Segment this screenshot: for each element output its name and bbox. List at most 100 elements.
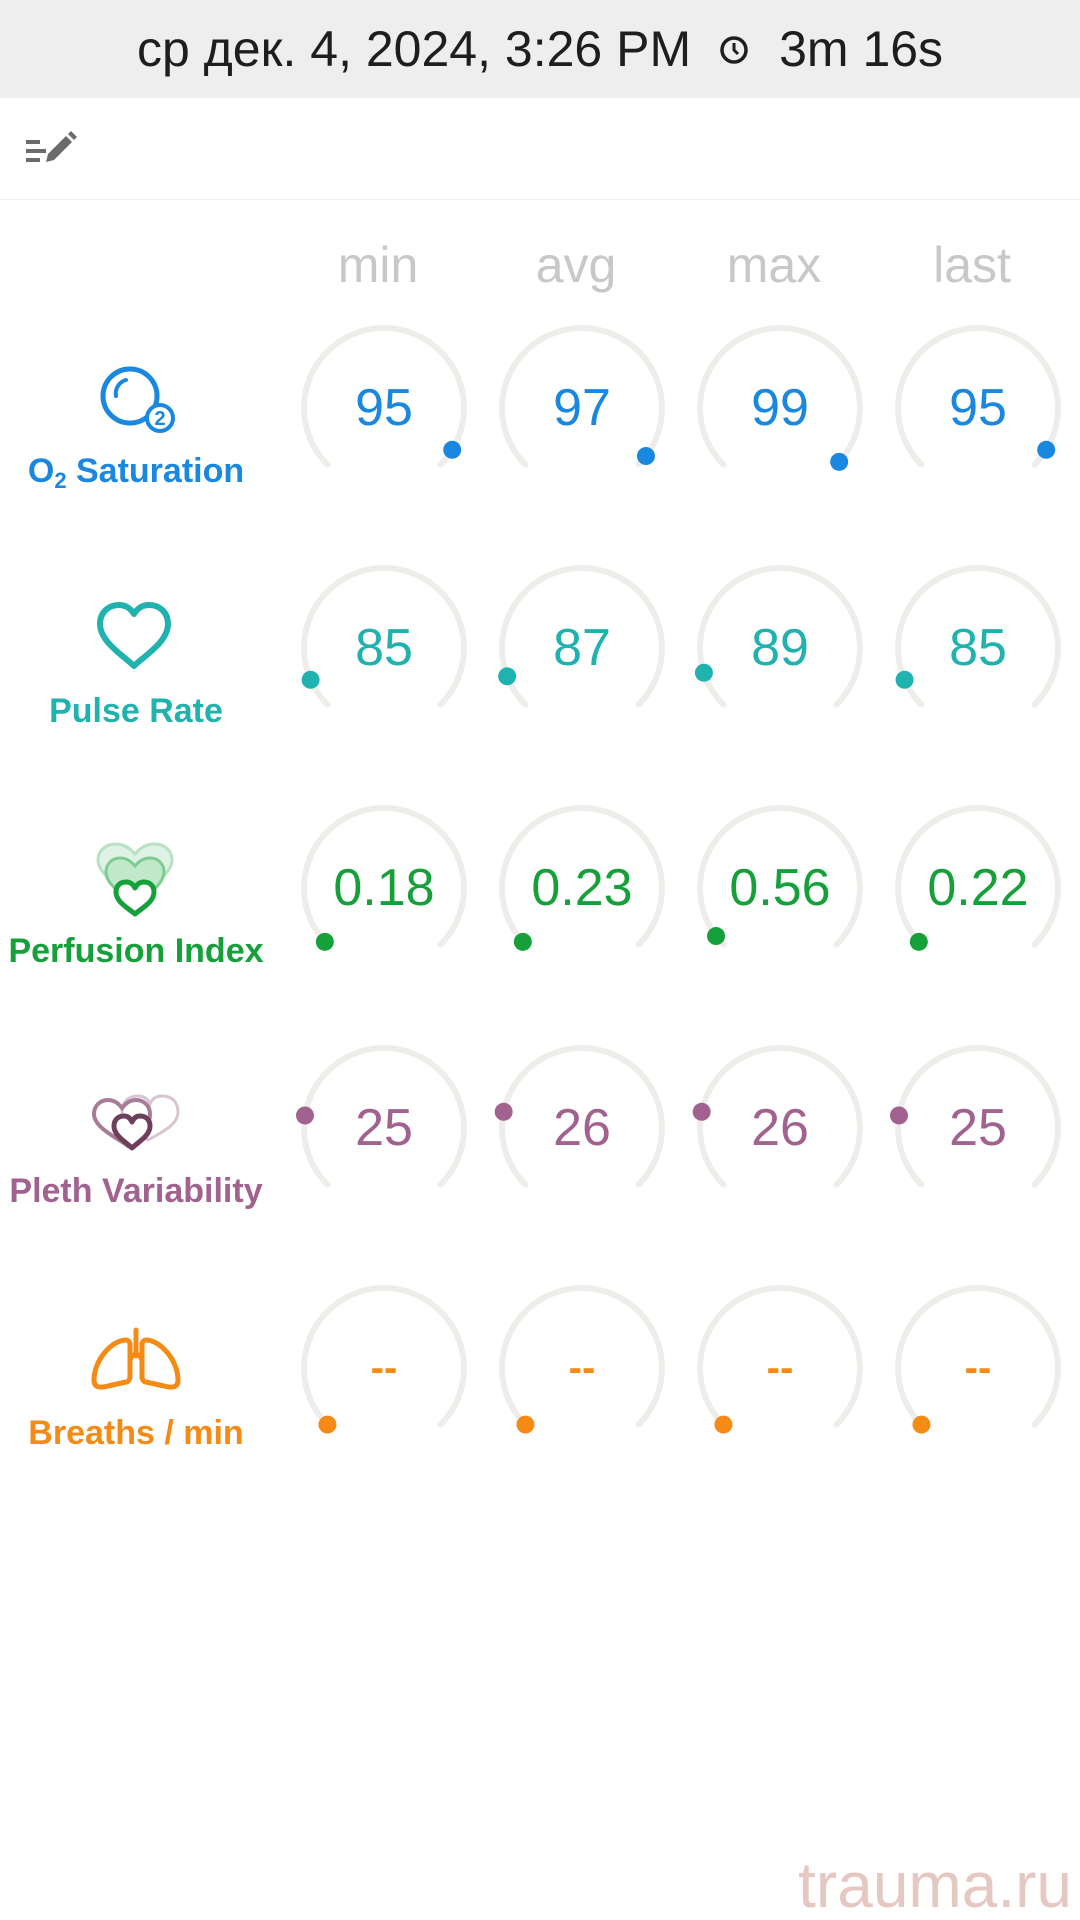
column-header-max: max — [726, 237, 822, 293]
gauge-pleth-variability-min: 25 — [294, 1038, 474, 1218]
gauge-track — [895, 805, 1061, 948]
gauge-indicator-dot — [516, 1415, 535, 1434]
o2-label-sub: 2 — [54, 468, 67, 493]
gauge-indicator-dot — [895, 670, 914, 689]
gauge-value: 97 — [553, 379, 611, 437]
gauge-track — [895, 1045, 1061, 1188]
gauge-o2-saturation-last: 95 — [888, 318, 1068, 498]
gauge-value: 26 — [751, 1099, 809, 1157]
gauge-indicator-dot — [318, 1415, 337, 1434]
session-datetime: ср дек. 4, 2024, 3:26 PM — [136, 21, 692, 77]
watermark: trauma.ru — [798, 1849, 1072, 1920]
metric-label-breaths-per-min: Breaths / min — [28, 1414, 244, 1452]
gauge-pleth-variability-avg: 26 — [492, 1038, 672, 1218]
gauge-track — [301, 805, 467, 948]
gauge-indicator-dot — [315, 932, 334, 951]
metric-label-pulse-rate: Pulse Rate — [49, 692, 223, 730]
gauge-track — [301, 1285, 467, 1428]
gauge-pulse-rate-max: 89 — [690, 558, 870, 738]
svg-text:2: 2 — [154, 408, 165, 430]
gauge-value: 25 — [355, 1099, 413, 1157]
gauge-pulse-rate-avg: 87 — [492, 558, 672, 738]
o2-bubble-icon: 2 — [98, 360, 178, 436]
gauge-track — [499, 325, 665, 468]
gauge-indicator-dot — [301, 670, 320, 689]
gauge-value: -- — [568, 1345, 596, 1390]
column-header-min: min — [337, 237, 419, 293]
gauge-value: 0.23 — [531, 859, 633, 917]
gauge-value: 0.18 — [333, 859, 435, 917]
gauge-value: 0.22 — [927, 859, 1029, 917]
session-header: ср дек. 4, 2024, 3:26 PM 3m 16s — [0, 0, 1080, 98]
lungs-icon — [90, 1326, 182, 1392]
gauge-value: 99 — [751, 379, 809, 437]
gauge-value: 95 — [949, 379, 1007, 437]
gauge-track — [697, 1285, 863, 1428]
gauge-track — [499, 805, 665, 948]
gauge-track — [697, 325, 863, 468]
gauge-track — [301, 325, 467, 468]
gauge-value: 87 — [553, 619, 611, 677]
o2-label-rest: Saturation — [66, 452, 245, 490]
gauge-track — [499, 1045, 665, 1188]
metric-label-o2-saturation: O2 Saturation — [0, 452, 272, 494]
gauge-indicator-dot — [636, 447, 655, 466]
gauge-indicator-dot — [1037, 440, 1056, 459]
gauge-indicator-dot — [714, 1415, 733, 1434]
pleth-hearts-icon — [88, 1084, 184, 1152]
gauge-indicator-dot — [513, 932, 532, 951]
gauge-track — [895, 1285, 1061, 1428]
edit-list-icon[interactable] — [22, 126, 78, 172]
gauge-pulse-rate-last: 85 — [888, 558, 1068, 738]
gauge-value: 95 — [355, 379, 413, 437]
gauge-value: -- — [766, 1345, 794, 1390]
gauge-value: -- — [964, 1345, 992, 1390]
gauge-indicator-dot — [295, 1106, 314, 1125]
gauge-indicator-dot — [494, 1102, 513, 1121]
gauge-track — [697, 1045, 863, 1188]
gauge-indicator-dot — [912, 1415, 931, 1434]
gauge-o2-saturation-avg: 97 — [492, 318, 672, 498]
heart-icon — [94, 600, 174, 672]
gauge-value: 26 — [553, 1099, 611, 1157]
column-header-avg: avg — [535, 237, 617, 293]
gauge-track — [301, 1045, 467, 1188]
gauge-track — [895, 565, 1061, 708]
gauge-perfusion-index-min: 0.18 — [294, 798, 474, 978]
gauge-track — [301, 565, 467, 708]
clock-icon — [717, 33, 751, 67]
gauge-o2-saturation-min: 95 — [294, 318, 474, 498]
metric-label-pleth-variability: Pleth Variability — [9, 1172, 263, 1210]
gauge-perfusion-index-last: 0.22 — [888, 798, 1068, 978]
gauge-track — [697, 565, 863, 708]
gauge-perfusion-index-max: 0.56 — [690, 798, 870, 978]
gauge-value: 85 — [949, 619, 1007, 677]
gauge-breaths-per-min-max: -- — [690, 1278, 870, 1458]
gauge-breaths-per-min-min: -- — [294, 1278, 474, 1458]
gauge-pulse-rate-min: 85 — [294, 558, 474, 738]
gauge-o2-saturation-max: 99 — [690, 318, 870, 498]
gauge-value: -- — [370, 1345, 398, 1390]
gauge-value: 25 — [949, 1099, 1007, 1157]
column-header-last: last — [933, 237, 1011, 293]
session-duration: 3m 16s — [779, 21, 944, 77]
gauge-pleth-variability-max: 26 — [690, 1038, 870, 1218]
gauge-indicator-dot — [707, 927, 726, 946]
gauge-indicator-dot — [694, 663, 713, 682]
gauge-indicator-dot — [692, 1102, 711, 1121]
gauge-track — [697, 805, 863, 948]
gauge-track — [499, 565, 665, 708]
gauge-value: 0.56 — [729, 859, 831, 917]
perfusion-hearts-icon — [92, 840, 178, 920]
gauge-track — [499, 1285, 665, 1428]
gauge-indicator-dot — [830, 452, 849, 471]
gauge-breaths-per-min-last: -- — [888, 1278, 1068, 1458]
o2-label-main: O — [27, 452, 55, 490]
gauge-track — [895, 325, 1061, 468]
gauge-pleth-variability-last: 25 — [888, 1038, 1068, 1218]
gauge-indicator-dot — [443, 440, 462, 459]
toolbar — [0, 98, 1080, 200]
metric-label-perfusion-index: Perfusion Index — [8, 932, 264, 970]
gauge-indicator-dot — [889, 1106, 908, 1125]
gauge-value: 85 — [355, 619, 413, 677]
